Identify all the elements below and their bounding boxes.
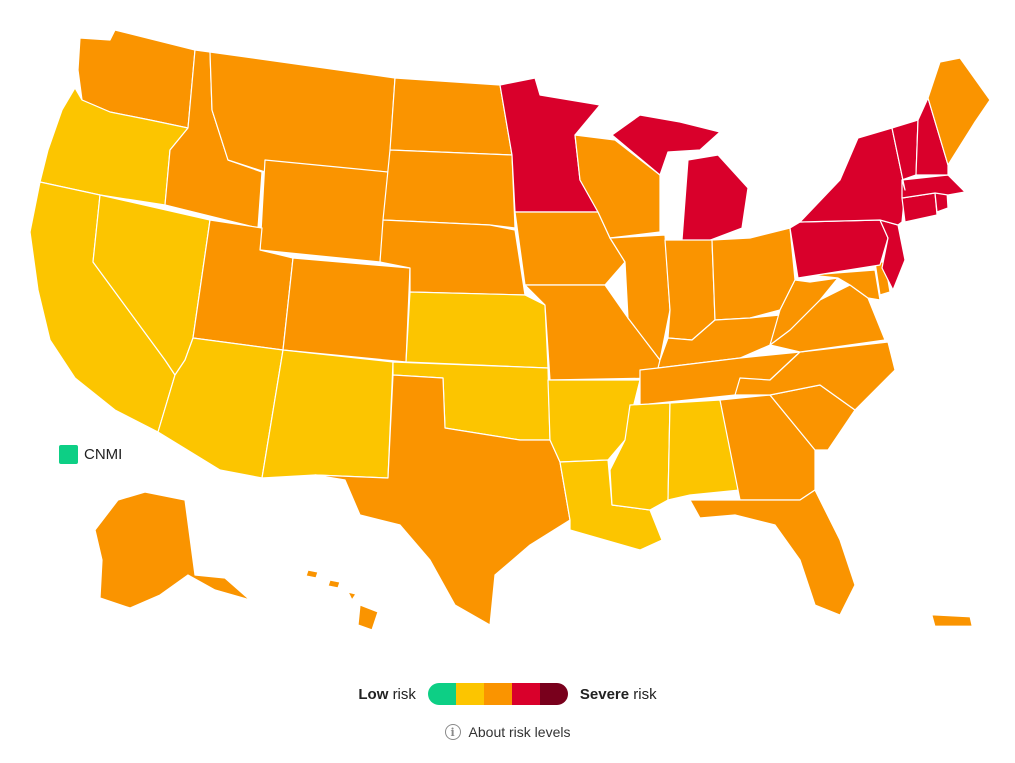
state-NH[interactable] bbox=[915, 97, 949, 176]
territory-PR[interactable] bbox=[931, 614, 973, 627]
legend-low-rest: risk bbox=[392, 685, 416, 703]
state-FL[interactable] bbox=[689, 489, 856, 616]
about-risk-levels-link[interactable]: i About risk levels bbox=[444, 724, 571, 740]
state-WV[interactable] bbox=[769, 277, 839, 346]
state-NM[interactable] bbox=[261, 349, 394, 479]
risk-scale bbox=[427, 683, 568, 705]
scale-severe[interactable] bbox=[539, 683, 568, 705]
state-HI[interactable] bbox=[305, 569, 379, 631]
state-WY[interactable] bbox=[259, 159, 389, 263]
scale-low[interactable] bbox=[427, 683, 456, 705]
cnmi-label: CNMI bbox=[84, 446, 123, 463]
scale-very-high[interactable] bbox=[511, 683, 540, 705]
state-TX[interactable] bbox=[314, 374, 571, 626]
scale-high[interactable] bbox=[483, 683, 512, 705]
territory-cnmi[interactable]: CNMI bbox=[59, 445, 122, 464]
about-section: i About risk levels bbox=[0, 724, 1015, 740]
state-KS[interactable] bbox=[405, 291, 549, 369]
state-CO[interactable] bbox=[282, 257, 411, 363]
info-icon: i bbox=[444, 724, 461, 740]
legend-low-bold: Low bbox=[358, 685, 389, 703]
scale-moderate[interactable] bbox=[455, 683, 484, 705]
state-WI[interactable] bbox=[574, 134, 661, 239]
state-PA[interactable] bbox=[789, 219, 889, 279]
us-risk-map bbox=[29, 29, 991, 631]
cnmi-swatch bbox=[59, 445, 78, 464]
legend-severe-bold: Severe bbox=[579, 685, 630, 703]
about-risk-levels-label: About risk levels bbox=[468, 724, 571, 740]
state-ME[interactable] bbox=[927, 57, 991, 166]
state-SD[interactable] bbox=[382, 149, 516, 229]
state-ND[interactable] bbox=[389, 77, 513, 156]
state-IN[interactable] bbox=[664, 239, 716, 341]
risk-legend: Low risk Severe risk bbox=[0, 683, 1015, 705]
state-LA[interactable] bbox=[559, 459, 663, 551]
legend-severe-rest: risk bbox=[633, 685, 657, 703]
state-VT[interactable] bbox=[891, 119, 919, 191]
state-AL[interactable] bbox=[667, 399, 741, 501]
legend-low-label: Low risk bbox=[358, 686, 416, 703]
state-NY[interactable] bbox=[799, 127, 906, 226]
state-AK[interactable] bbox=[94, 491, 251, 609]
map-svg bbox=[29, 29, 991, 631]
state-MI[interactable] bbox=[611, 114, 749, 243]
legend-severe-label: Severe risk bbox=[580, 686, 657, 703]
state-NC[interactable] bbox=[734, 341, 896, 411]
state-MD[interactable] bbox=[809, 269, 881, 301]
